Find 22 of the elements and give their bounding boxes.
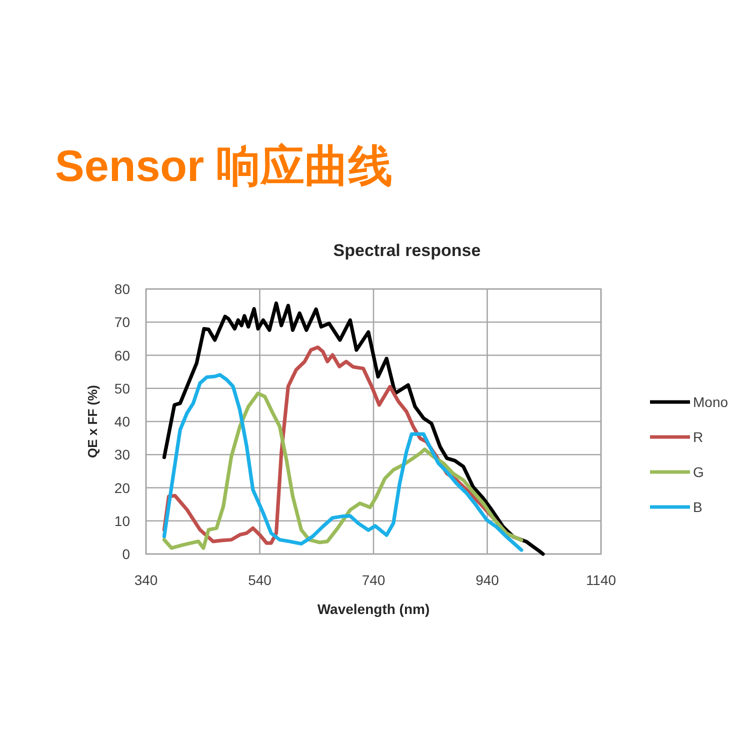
y-tick: 80 xyxy=(114,281,130,297)
x-tick: 940 xyxy=(476,572,499,588)
y-tick: 50 xyxy=(114,380,130,396)
title: Sensor 响应曲线 xyxy=(55,142,392,191)
x-tick: 740 xyxy=(362,572,386,588)
y-tick: 30 xyxy=(114,446,130,463)
subtitle: Spectral response xyxy=(333,241,481,260)
x-tick: 540 xyxy=(248,572,272,588)
y-tick: 20 xyxy=(114,480,130,496)
y-tick: 40 xyxy=(114,414,130,430)
legend-label: G xyxy=(693,464,704,480)
y-label: QE x FF (%) xyxy=(85,385,100,458)
y-tick: 10 xyxy=(114,512,130,529)
x-tick: 1140 xyxy=(586,572,616,588)
y-tick: 60 xyxy=(114,347,130,364)
y-tick: 0 xyxy=(122,546,130,562)
x-tick: 340 xyxy=(134,572,158,588)
x-label: Wavelength (nm) xyxy=(317,601,430,617)
legend-label: Mono xyxy=(693,394,728,410)
legend-label: R xyxy=(693,429,704,445)
legend-label: B xyxy=(693,499,702,515)
y-tick: 70 xyxy=(114,314,130,330)
